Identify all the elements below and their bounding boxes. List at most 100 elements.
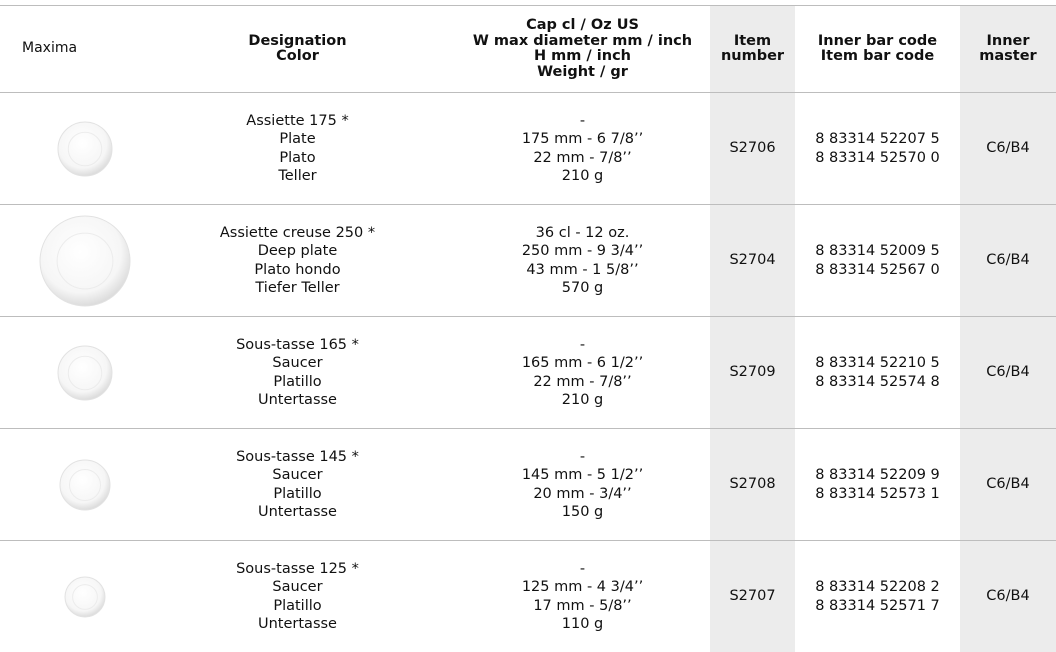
column-header: Inner master [960, 5, 1056, 93]
designation-line: Saucer [272, 355, 323, 371]
header-row: Maxima Designation Color Cap cl / Oz US W m… [0, 5, 1056, 93]
item-number: S2709 [710, 316, 795, 429]
plate-image [64, 576, 106, 617]
inner-master: C6/B4 [960, 428, 1056, 541]
barcode-cell: 8 83314 52210 5 8 83314 52574 8 [795, 316, 960, 429]
spec-line: 125 mm - 4 3/4’’ [521, 579, 644, 595]
item-number: S2708 [710, 428, 795, 541]
spec-line: 145 mm - 5 1/2’’ [521, 467, 644, 483]
designation-line: Assiette creuse 250 * [219, 224, 376, 241]
column-header: Designation Color [170, 5, 425, 93]
designation-line: Plato [279, 149, 316, 166]
designation-cell: Assiette 175 * Plate Plato Teller [170, 92, 425, 205]
header-line: Designation [248, 32, 347, 49]
product-image-cell [0, 92, 170, 205]
brand: Maxima [0, 5, 170, 93]
spec-line: 22 mm - 7/8’’ [533, 373, 632, 390]
plate-image [39, 215, 131, 306]
column-header: Inner bar code Item bar code [795, 5, 960, 93]
product-image-cell [0, 540, 170, 652]
product-row: Sous-tasse 125 * Saucer Platillo Untertasse… [0, 540, 1056, 652]
spec-line: 17 mm - 5/8’’ [533, 597, 632, 614]
header-line: Weight / gr [537, 63, 628, 80]
inner-master: C6/B4 [960, 540, 1056, 652]
header-line: Inner bar code [817, 32, 938, 49]
spec-line: 250 mm - 9 3/4’’ [521, 243, 644, 259]
spec-line: - [579, 560, 586, 577]
plate-image [59, 459, 111, 510]
product-row: Assiette creuse 250 * Deep plate Plato hon… [0, 204, 1056, 317]
plate-image [57, 121, 113, 176]
product-image-cell [0, 316, 170, 429]
designation-line: Deep plate [257, 243, 338, 259]
column-header: Item number [710, 5, 795, 93]
barcode-cell: 8 83314 52209 9 8 83314 52573 1 [795, 428, 960, 541]
header-line: Item [733, 32, 772, 49]
inner-master: C6/B4 [960, 92, 1056, 205]
barcode-line: 8 83314 52207 5 [815, 131, 940, 147]
designation-line: Sous-tasse 145 * [236, 448, 359, 465]
designation-line: Untertasse [258, 392, 337, 408]
designation-line: Sous-tasse 165 * [236, 336, 359, 353]
product-table: Maxima Designation Color Cap cl / Oz US W m… [0, 5, 1056, 652]
designation-line: Tiefer Teller [255, 280, 340, 296]
barcode-line: 8 83314 52571 7 [815, 597, 940, 614]
spec-line: - [579, 336, 586, 353]
designation-line: Platillo [273, 485, 322, 502]
designation-line: Untertasse [258, 616, 337, 632]
specs-cell: - 145 mm - 5 1/2’’ 20 mm - 3/4’’ 150 g [425, 428, 710, 541]
designation-line: Saucer [272, 579, 323, 595]
header-line: master [979, 48, 1037, 64]
product-image-cell [0, 428, 170, 541]
spec-line: 36 cl - 12 oz. [535, 224, 630, 241]
barcode-line: 8 83314 52567 0 [815, 261, 940, 278]
designation-line: Assiette 175 * [246, 112, 349, 129]
designation-cell: Sous-tasse 125 * Saucer Platillo Untertasse [170, 540, 425, 652]
designation-line: Untertasse [258, 504, 337, 520]
header-line: number [720, 48, 785, 64]
designation-cell: Sous-tasse 165 * Saucer Platillo Untertasse [170, 316, 425, 429]
barcode-line: 8 83314 52570 0 [815, 149, 940, 166]
barcode-line: 8 83314 52210 5 [815, 355, 940, 371]
plate-image [57, 345, 113, 400]
column-header: Cap cl / Oz US W max diameter mm / inch H … [425, 5, 710, 93]
spec-line: - [579, 448, 586, 465]
product-row: Sous-tasse 145 * Saucer Platillo Untertasse… [0, 428, 1056, 541]
spec-line: 175 mm - 6 7/8’’ [521, 131, 644, 147]
header-line: Inner [986, 32, 1030, 49]
specs-cell: - 125 mm - 4 3/4’’ 17 mm - 5/8’’ 110 g [425, 540, 710, 652]
barcode-line: 8 83314 52009 5 [815, 243, 940, 259]
inner-master: C6/B4 [960, 316, 1056, 429]
barcode-line: 8 83314 52573 1 [815, 485, 940, 502]
spec-line: - [579, 112, 586, 129]
designation-line: Teller [278, 168, 317, 184]
spec-line: 210 g [561, 392, 604, 408]
barcode-line: 8 83314 52209 9 [815, 467, 940, 483]
barcode-cell: 8 83314 52208 2 8 83314 52571 7 [795, 540, 960, 652]
spec-line: 22 mm - 7/8’’ [533, 149, 632, 166]
spec-line: 43 mm - 1 5/8’’ [526, 261, 639, 278]
designation-cell: Sous-tasse 145 * Saucer Platillo Untertasse [170, 428, 425, 541]
header-line: W max diameter mm / inch [472, 32, 693, 49]
specs-cell: - 175 mm - 6 7/8’’ 22 mm - 7/8’’ 210 g [425, 92, 710, 205]
product-row: Sous-tasse 165 * Saucer Platillo Untertasse… [0, 316, 1056, 429]
spec-line: 20 mm - 3/4’’ [533, 485, 632, 502]
designation-line: Platillo [273, 373, 322, 390]
product-row: Assiette 175 * Plate Plato Teller - 175 mm - … [0, 92, 1056, 205]
header-line: Item bar code [820, 48, 935, 64]
item-number: S2707 [710, 540, 795, 652]
header-line: Color [276, 48, 319, 64]
barcode-line: 8 83314 52574 8 [815, 373, 940, 390]
specs-cell: 36 cl - 12 oz. 250 mm - 9 3/4’’ 43 mm - 1 … [425, 204, 710, 317]
spec-line: 210 g [561, 168, 604, 184]
designation-line: Sous-tasse 125 * [236, 560, 359, 577]
item-number: S2706 [710, 92, 795, 205]
designation-line: Saucer [272, 467, 323, 483]
barcode-line: 8 83314 52208 2 [815, 579, 940, 595]
header-line: Cap cl / Oz US [526, 17, 639, 33]
barcode-cell: 8 83314 52009 5 8 83314 52567 0 [795, 204, 960, 317]
inner-master: C6/B4 [960, 204, 1056, 317]
designation-line: Plate [279, 131, 316, 147]
product-image-cell [0, 204, 170, 317]
